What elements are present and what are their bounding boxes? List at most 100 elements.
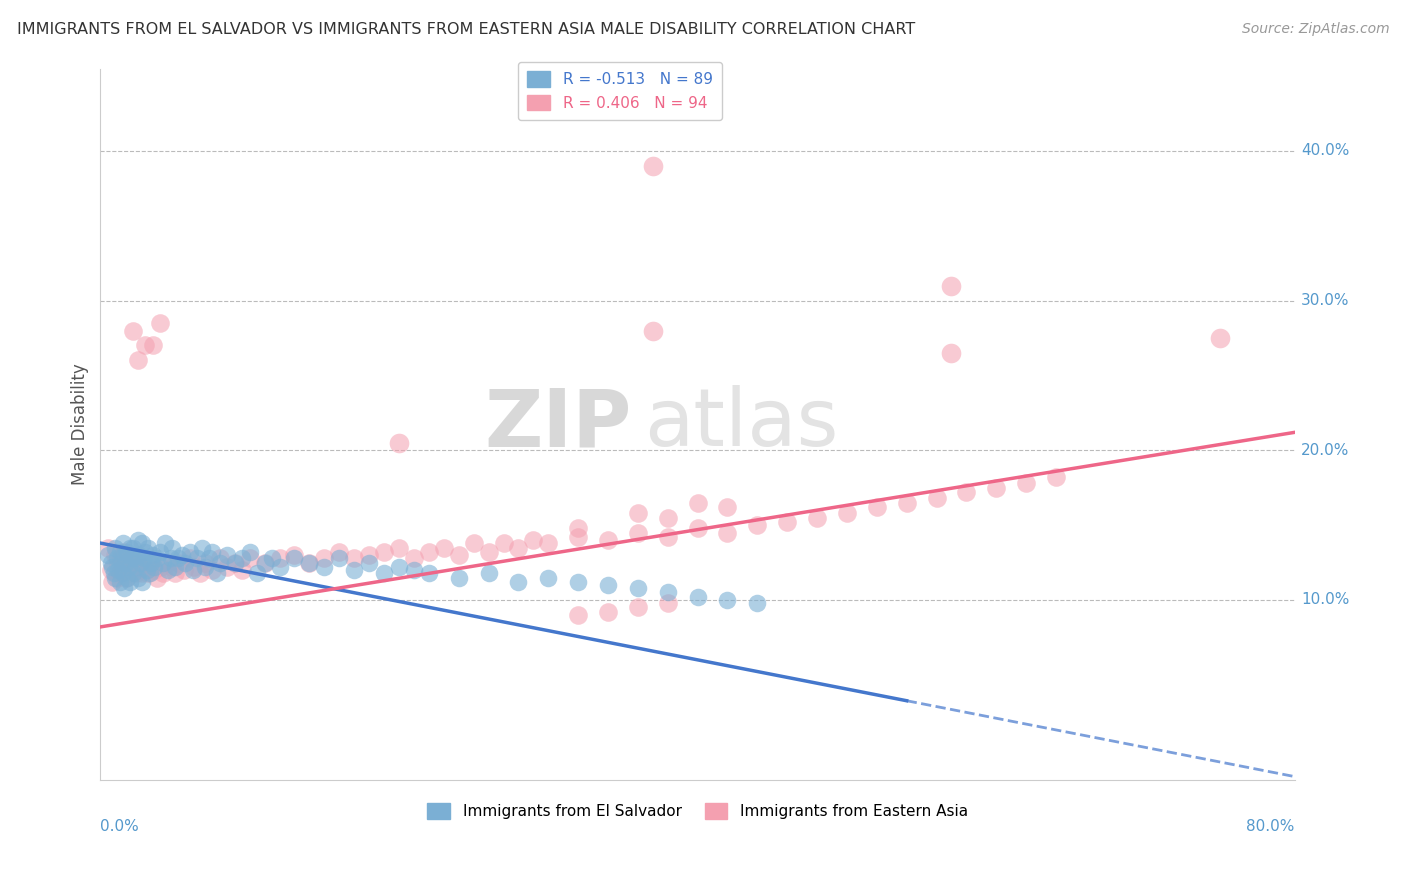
Point <box>201 563 224 577</box>
Point <box>156 563 179 577</box>
Point <box>239 545 262 559</box>
Point <box>246 566 269 580</box>
Point <box>160 560 183 574</box>
Point <box>124 551 146 566</box>
Point <box>100 563 122 577</box>
Point <box>776 515 799 529</box>
Point <box>105 551 128 566</box>
Point <box>120 541 142 555</box>
Point <box>359 548 381 562</box>
Text: 20.0%: 20.0% <box>1301 442 1350 458</box>
Point <box>115 570 138 584</box>
Point <box>657 596 679 610</box>
Point <box>283 548 305 562</box>
Point <box>163 560 186 574</box>
Point <box>657 585 679 599</box>
Point <box>567 607 589 622</box>
Point <box>146 570 169 584</box>
Point <box>120 551 142 566</box>
Point <box>716 500 738 515</box>
Point <box>941 346 963 360</box>
Point <box>537 570 560 584</box>
Point <box>101 574 124 589</box>
Point <box>128 563 150 577</box>
Point <box>388 560 411 574</box>
Point <box>343 551 366 566</box>
Point <box>156 556 179 570</box>
Point <box>134 545 156 559</box>
Point <box>122 324 145 338</box>
Point <box>142 548 165 562</box>
Point <box>163 566 186 580</box>
Point <box>108 545 131 559</box>
Point <box>127 353 149 368</box>
Point <box>402 563 425 577</box>
Point <box>127 570 149 584</box>
Point <box>160 541 183 555</box>
Point <box>217 548 239 562</box>
Point <box>373 545 395 559</box>
Text: ZIP: ZIP <box>485 385 631 463</box>
Point <box>508 574 530 589</box>
Point <box>114 570 136 584</box>
Point <box>186 551 208 566</box>
Point <box>447 570 470 584</box>
Point <box>112 581 135 595</box>
Y-axis label: Male Disability: Male Disability <box>72 363 89 485</box>
Point <box>190 566 212 580</box>
Text: 40.0%: 40.0% <box>1301 144 1350 159</box>
Point <box>388 435 411 450</box>
Point <box>596 605 619 619</box>
Point <box>205 566 228 580</box>
Point <box>686 521 709 535</box>
Point <box>131 536 153 550</box>
Text: atlas: atlas <box>644 385 838 463</box>
Point <box>657 510 679 524</box>
Point <box>567 530 589 544</box>
Point <box>108 574 131 589</box>
Text: 10.0%: 10.0% <box>1301 592 1350 607</box>
Point <box>627 600 650 615</box>
Point <box>118 566 141 580</box>
Point <box>118 560 141 574</box>
Point <box>153 536 176 550</box>
Point <box>208 551 231 566</box>
Point <box>136 541 159 555</box>
Point <box>314 560 336 574</box>
Point <box>97 548 120 562</box>
Point <box>112 545 135 559</box>
Point <box>134 338 156 352</box>
Point <box>179 545 201 559</box>
Text: 80.0%: 80.0% <box>1247 819 1295 834</box>
Point <box>716 593 738 607</box>
Point <box>747 518 769 533</box>
Point <box>433 541 456 555</box>
Point <box>167 551 190 566</box>
Point <box>122 551 145 566</box>
Point <box>641 159 664 173</box>
Point <box>125 560 148 574</box>
Point <box>253 556 276 570</box>
Point <box>114 556 136 570</box>
Point <box>174 556 197 570</box>
Point <box>110 556 132 570</box>
Point <box>142 338 165 352</box>
Point <box>111 566 134 580</box>
Point <box>194 556 217 570</box>
Point <box>112 548 135 562</box>
Point <box>627 525 650 540</box>
Point <box>121 563 143 577</box>
Point <box>239 551 262 566</box>
Point <box>194 560 217 574</box>
Point <box>100 556 122 570</box>
Point <box>138 566 160 580</box>
Point <box>463 536 485 550</box>
Point <box>231 551 253 566</box>
Point <box>136 566 159 580</box>
Point <box>866 500 889 515</box>
Point <box>1015 476 1038 491</box>
Text: 30.0%: 30.0% <box>1301 293 1350 308</box>
Point <box>104 548 127 562</box>
Point <box>115 556 138 570</box>
Point <box>183 560 205 574</box>
